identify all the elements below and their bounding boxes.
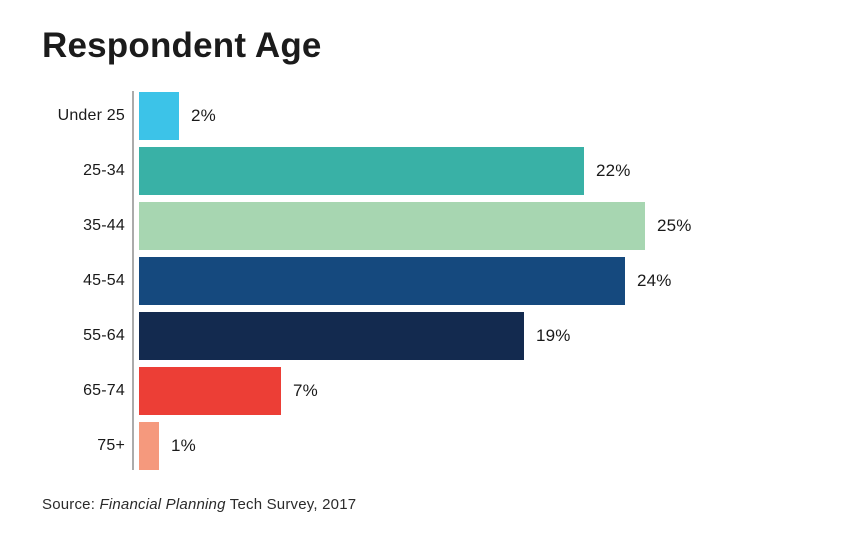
- bar-track: 25%: [139, 202, 844, 250]
- bar-row-45-54: 45-54 24%: [0, 257, 844, 305]
- value-label-45-54: 24%: [637, 271, 672, 290]
- source-prefix: Source:: [42, 496, 100, 513]
- bar-row-75-plus: 75+ 1%: [0, 422, 844, 470]
- category-label-35-44: 35-44: [83, 217, 125, 234]
- bar-under-25: [139, 92, 179, 140]
- source-publication: Financial Planning: [99, 496, 226, 513]
- y-axis-line: [132, 91, 134, 470]
- bar-45-54: [139, 257, 625, 305]
- bar-35-44: [139, 202, 645, 250]
- bar-track: 7%: [139, 367, 844, 415]
- category-label-65-74: 65-74: [83, 382, 125, 399]
- bar-track: 1%: [139, 422, 844, 470]
- bar-row-25-34: 25-34 22%: [0, 147, 844, 195]
- category-label-75-plus: 75+: [97, 437, 125, 454]
- bar-25-34: [139, 147, 584, 195]
- bar-row-under-25: Under 25 2%: [0, 92, 844, 140]
- bar-65-74: [139, 367, 281, 415]
- value-label-under-25: 2%: [191, 106, 216, 125]
- value-label-75-plus: 1%: [171, 436, 196, 455]
- value-label-35-44: 25%: [657, 216, 692, 235]
- bar-row-65-74: 65-74 7%: [0, 367, 844, 415]
- category-label-55-64: 55-64: [83, 327, 125, 344]
- bar-track: 19%: [139, 312, 844, 360]
- category-label-under-25: Under 25: [57, 107, 125, 124]
- bar-row-35-44: 35-44 25%: [0, 202, 844, 250]
- value-label-25-34: 22%: [596, 161, 631, 180]
- source-note: Source: Financial Planning Tech Survey, …: [42, 496, 356, 513]
- bar-75-plus: [139, 422, 159, 470]
- category-label-45-54: 45-54: [83, 272, 125, 289]
- value-label-55-64: 19%: [536, 326, 571, 345]
- category-label-25-34: 25-34: [83, 162, 125, 179]
- value-label-65-74: 7%: [293, 381, 318, 400]
- bar-row-55-64: 55-64 19%: [0, 312, 844, 360]
- bar-chart: Under 25 2% 25-34 22% 35-44 25% 45-54: [0, 91, 844, 477]
- bar-track: 24%: [139, 257, 844, 305]
- bar-track: 2%: [139, 92, 844, 140]
- source-suffix: Tech Survey, 2017: [225, 496, 357, 513]
- bar-55-64: [139, 312, 524, 360]
- bar-track: 22%: [139, 147, 844, 195]
- chart-title: Respondent Age: [42, 26, 322, 65]
